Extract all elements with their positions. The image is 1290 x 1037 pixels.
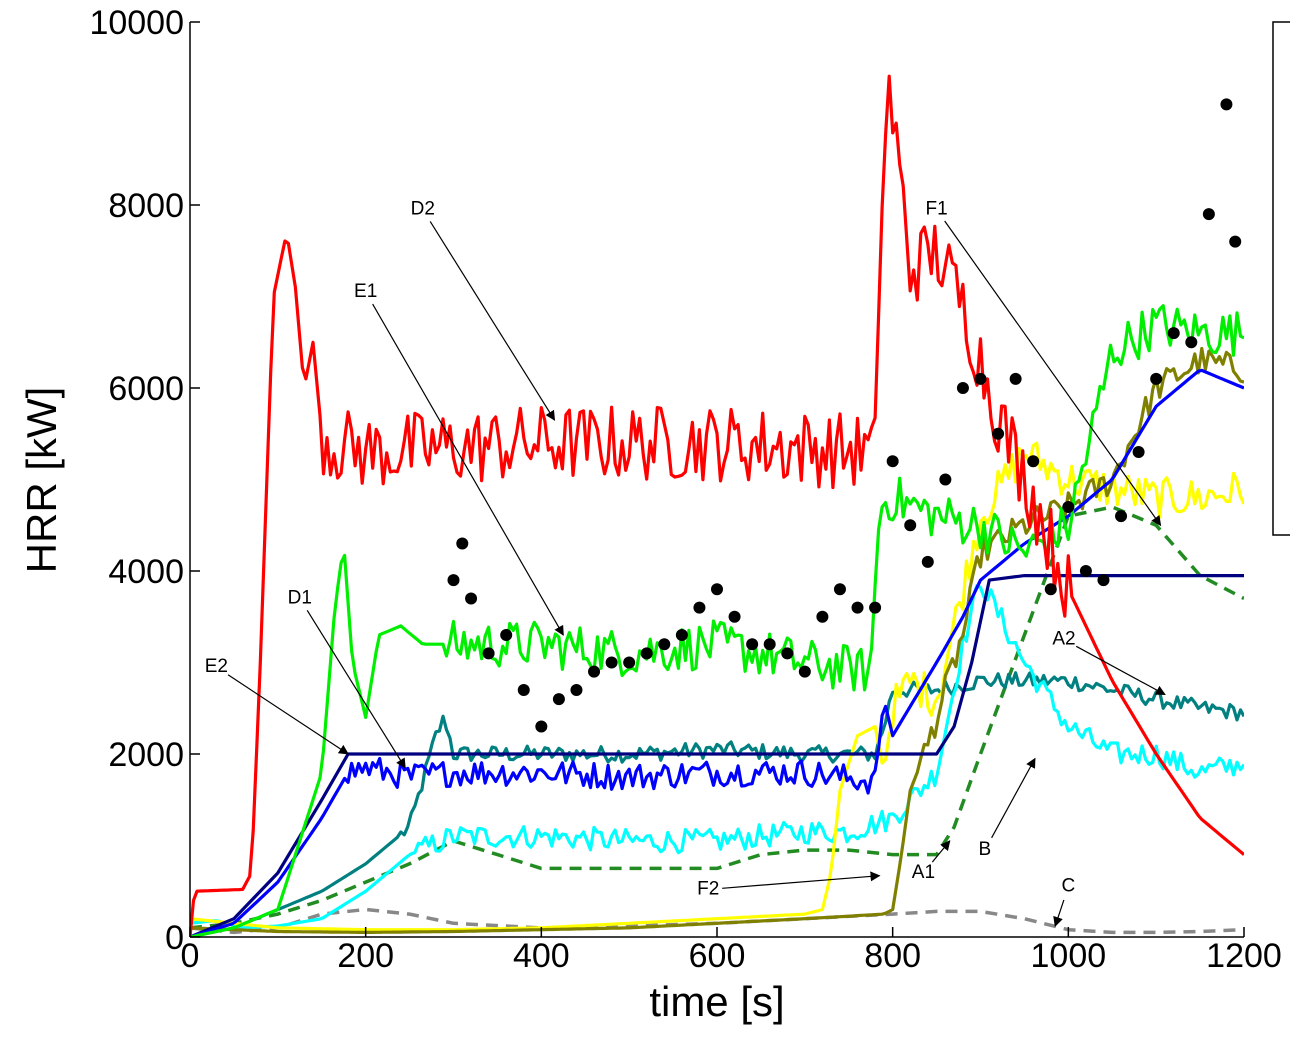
series-10-point <box>1132 446 1145 459</box>
annotation-label: F1 <box>925 199 947 220</box>
series-10-point <box>1185 336 1198 349</box>
series-10-point <box>921 555 934 568</box>
series-10-point <box>711 583 723 596</box>
x-tick-label: 800 <box>864 937 921 975</box>
series-10-point <box>447 574 460 587</box>
series-10-point <box>904 519 917 532</box>
series-1-line <box>190 304 1244 937</box>
series-10-point <box>816 610 829 623</box>
annotation-arrow <box>372 303 564 636</box>
series-10-point <box>1044 583 1057 596</box>
series-10-point <box>869 601 882 614</box>
series-10-point <box>535 720 548 733</box>
y-tick-label: 8000 <box>108 187 184 225</box>
series-10-point <box>886 455 899 468</box>
annotation-arrow <box>1053 899 1065 927</box>
series-10-point <box>763 638 776 651</box>
y-tick-label: 10000 <box>89 4 184 42</box>
series-10-point <box>851 601 864 614</box>
series-10-point <box>658 638 671 651</box>
series-10-point <box>465 592 478 605</box>
series-10-point <box>640 647 653 660</box>
series-10-point <box>992 427 1005 440</box>
series-10-point <box>552 693 565 706</box>
series-10-point <box>517 683 530 696</box>
series-10-point <box>482 647 495 660</box>
series-10-point <box>693 601 706 614</box>
series-5-line <box>190 584 1244 930</box>
series-10-point <box>939 473 952 486</box>
series-10-point <box>1097 574 1110 587</box>
x-tick-label: 400 <box>513 937 570 975</box>
annotation-arrow <box>1075 645 1166 696</box>
series-10-point <box>833 583 846 596</box>
annotation-label: D2 <box>411 199 435 220</box>
series-2-line <box>190 368 1244 937</box>
series-10-point <box>500 629 513 642</box>
annotation-arrow <box>991 757 1036 839</box>
annotation-label: A1 <box>912 862 935 883</box>
y-axis-label: HRR [kW] <box>18 387 65 574</box>
annotation-label: A2 <box>1052 629 1075 650</box>
annotation-arrow <box>227 674 349 755</box>
annotation-label: F2 <box>697 878 719 899</box>
series-10-point <box>798 665 811 678</box>
series-10-point <box>1150 372 1163 385</box>
series-3-line <box>190 573 1244 937</box>
x-axis-label: time [s] <box>649 978 784 1025</box>
series-4-line <box>190 671 1244 937</box>
series-0-line <box>190 74 1244 937</box>
series-10-point <box>1027 455 1040 468</box>
series-10-point <box>1079 565 1092 577</box>
series-10-point <box>456 537 469 550</box>
annotation-label: E1 <box>354 281 377 302</box>
series-10-point <box>781 647 794 660</box>
x-tick-label: 200 <box>337 937 394 975</box>
annotation-arrow <box>722 871 881 889</box>
annotation-label: B <box>979 839 992 860</box>
series-10-point <box>1062 500 1075 513</box>
series-10-point <box>746 638 759 651</box>
x-tick-label: 1200 <box>1206 937 1282 975</box>
series-10-point <box>588 665 601 678</box>
series-10-point <box>1220 98 1233 111</box>
y-tick-label: 0 <box>165 919 184 957</box>
annotation-label: C <box>1061 876 1075 897</box>
series-10-point <box>1115 510 1128 523</box>
series-10-points <box>447 98 1242 733</box>
series-10-point <box>728 610 741 623</box>
y-tick-label: 6000 <box>108 370 184 408</box>
series-10-point <box>623 656 636 669</box>
series-10-point <box>974 372 987 385</box>
annotation-label: D1 <box>288 587 312 608</box>
annotation-label: E2 <box>205 656 228 677</box>
x-tick-label: 600 <box>689 937 746 975</box>
annotation-arrow <box>944 220 1162 527</box>
series-10-point <box>1229 235 1242 248</box>
series-10-point <box>956 382 969 394</box>
axes-layer: 0 200 400 600 800 1000 1200 0 2000 4000 6000 8000 10… <box>89 4 1281 975</box>
annotation-arrow <box>306 610 406 769</box>
series-10-point <box>675 629 688 642</box>
series-10-point <box>1167 327 1180 340</box>
series-8-line <box>190 505 1244 930</box>
x-tick-label: 0 <box>181 937 200 975</box>
y-tick-label: 4000 <box>108 553 184 591</box>
series-10-point <box>605 656 618 669</box>
annotations-layer: E2 D1 E1 D2 F1 A2 F2 A1 B C <box>205 199 1166 927</box>
legend-box <box>1272 21 1290 536</box>
y-tick-label: 2000 <box>108 736 184 774</box>
x-tick-label: 1000 <box>1031 937 1107 975</box>
series-10-point <box>1202 208 1215 221</box>
series-layer <box>190 74 1244 937</box>
annotation-arrow <box>429 221 556 421</box>
annotation-arrow <box>931 840 951 863</box>
series-10-point <box>570 683 583 696</box>
series-10-point <box>1009 372 1022 385</box>
